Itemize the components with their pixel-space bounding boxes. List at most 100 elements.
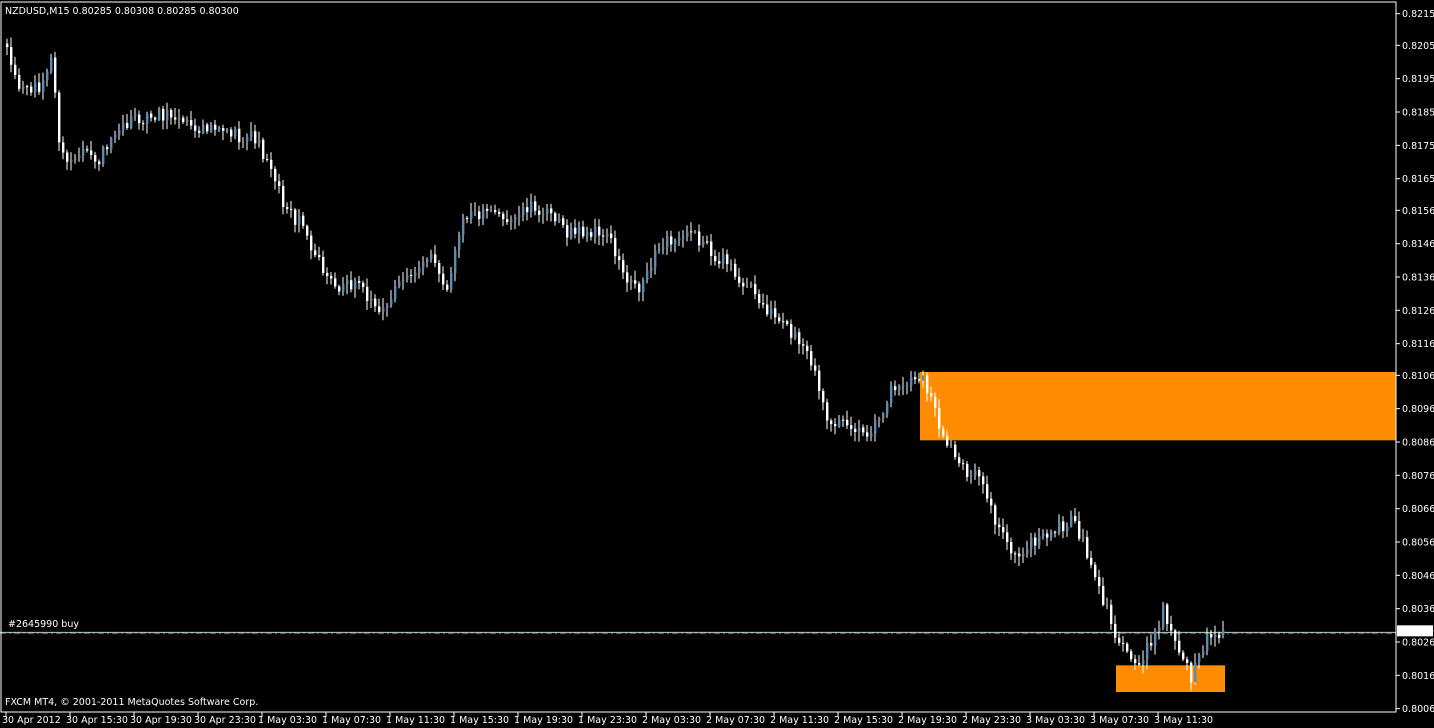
y-tick-label: 0.80465 — [1402, 571, 1434, 582]
candle — [942, 425, 945, 439]
candle-body — [522, 207, 525, 216]
candle — [1138, 655, 1141, 667]
candle-body — [86, 149, 89, 151]
candle-body — [294, 209, 297, 225]
candle-body — [1222, 630, 1225, 636]
candle-body — [494, 210, 497, 213]
candle-body — [126, 123, 129, 128]
candle-body — [734, 263, 737, 277]
candle — [642, 277, 645, 302]
candle-body — [574, 227, 577, 234]
candle — [1054, 530, 1057, 538]
candle-body — [1058, 521, 1061, 533]
candle — [958, 452, 961, 467]
candle-body — [242, 141, 245, 143]
candle-body — [626, 272, 629, 283]
candle — [258, 131, 261, 148]
candle-body — [762, 303, 765, 305]
candle — [614, 230, 617, 265]
candle-body — [98, 161, 101, 165]
candle — [294, 208, 297, 233]
candle-body — [798, 332, 801, 345]
candle-body — [382, 307, 385, 312]
candle — [358, 275, 361, 290]
candle — [198, 126, 201, 138]
candle-body — [1150, 643, 1153, 646]
candle-body — [786, 321, 789, 325]
candle — [166, 102, 169, 130]
candle-body — [154, 117, 157, 120]
candle — [638, 281, 641, 302]
candle — [550, 203, 553, 222]
candle — [226, 127, 229, 134]
candle — [18, 68, 21, 92]
candle-body — [994, 505, 997, 525]
candle — [410, 268, 413, 283]
candle-body — [934, 396, 937, 409]
candle — [502, 211, 505, 227]
candle — [66, 149, 69, 170]
candle — [954, 441, 957, 460]
candle-body — [150, 113, 153, 118]
candle — [518, 205, 521, 226]
candle-body — [614, 238, 617, 257]
candle — [542, 207, 545, 224]
candle — [1134, 654, 1137, 670]
candle — [558, 213, 561, 224]
candle-body — [246, 136, 249, 142]
candle-body — [178, 117, 181, 120]
candle-body — [34, 82, 37, 93]
candle-body — [894, 386, 897, 391]
candle-body — [1214, 634, 1217, 638]
candle-body — [530, 201, 533, 213]
candle — [138, 110, 141, 130]
candle — [914, 371, 917, 385]
candle-body — [1202, 651, 1205, 655]
candle-body — [1050, 531, 1053, 538]
candle-body — [1166, 604, 1169, 625]
candle-body — [998, 524, 1001, 528]
candle — [490, 205, 493, 213]
candle-body — [218, 128, 221, 130]
candle-body — [718, 261, 721, 264]
candle — [434, 245, 437, 268]
candle-body — [1102, 586, 1105, 605]
candle — [802, 338, 805, 355]
candle-body — [42, 80, 45, 92]
candle-body — [1158, 627, 1161, 632]
candle-body — [6, 43, 9, 48]
candle-body — [618, 256, 621, 261]
candle-body — [286, 207, 289, 209]
candle-body — [78, 155, 81, 159]
candle — [782, 312, 785, 329]
candle — [798, 328, 801, 354]
candle — [246, 133, 249, 151]
candle — [510, 215, 513, 230]
candle-body — [62, 142, 65, 153]
x-tick-label: 1 May 23:30 — [578, 715, 637, 726]
candle — [834, 418, 837, 435]
candle-body — [434, 254, 437, 263]
candle — [934, 392, 937, 417]
candle — [54, 51, 57, 99]
candle — [1086, 530, 1089, 560]
candle-body — [54, 57, 57, 93]
candle — [462, 213, 465, 243]
order-line-label: #2645990 buy — [8, 619, 79, 630]
zone-1[interactable] — [920, 372, 1396, 441]
candle-body — [1106, 604, 1109, 606]
candle — [926, 372, 929, 402]
candle — [726, 249, 729, 273]
candle — [170, 108, 173, 125]
candle-body — [610, 233, 613, 239]
candle-body — [170, 110, 173, 118]
candle-body — [318, 255, 321, 257]
zone-2[interactable] — [1116, 665, 1225, 692]
candle — [882, 412, 885, 423]
candle — [214, 119, 217, 136]
